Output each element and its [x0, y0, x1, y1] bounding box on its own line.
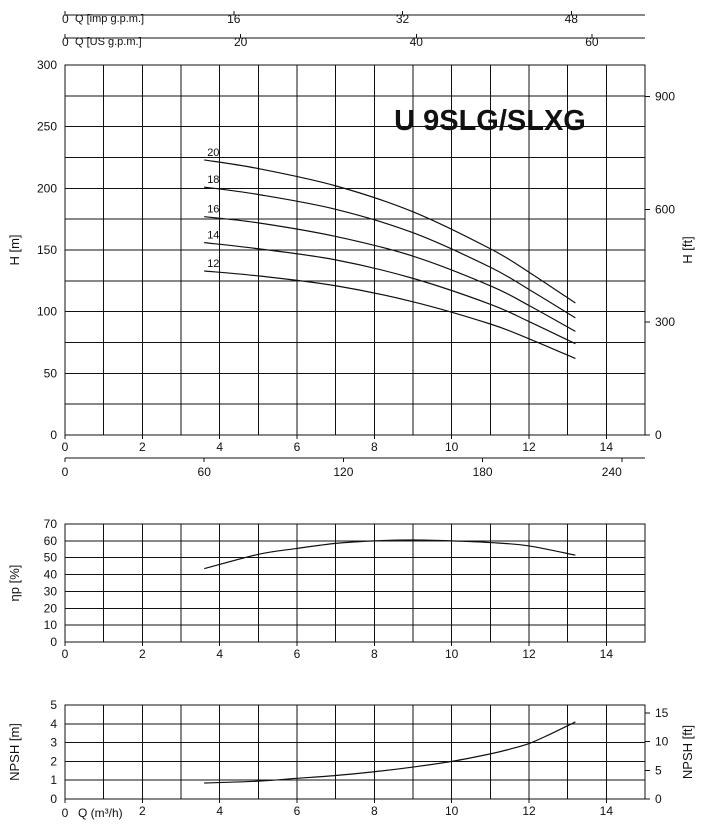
npsh-chart-x-axis-title: Q (m³/h) — [78, 806, 123, 820]
npsh-chart-y-tick-label: 3 — [50, 736, 57, 750]
efficiency-chart-y-tick-label: 40 — [44, 568, 58, 582]
npsh-chart-y2-tick-label: 0 — [655, 792, 662, 806]
npsh-chart-y-tick-label: 2 — [50, 754, 57, 768]
head-chart-x-tick-label: 0 — [62, 440, 69, 454]
efficiency-chart-series-curve-0 — [204, 539, 576, 570]
head-chart-series-curve-16 — [204, 216, 576, 332]
efficiency-chart-x-tick-label: 14 — [600, 647, 614, 661]
head-chart-y-tick-label: 200 — [37, 181, 57, 195]
efficiency-chart-y-tick-label: 20 — [44, 601, 58, 615]
npsh-chart-x-tick-label: 10 — [445, 804, 459, 818]
us-gpm-tick-label: 40 — [410, 35, 424, 49]
efficiency-chart-x-tick-label: 10 — [445, 647, 459, 661]
head-chart-y-tick-label: 300 — [37, 58, 57, 72]
us-gpm-tick-label-zero: 0 — [62, 35, 69, 49]
efficiency-chart-y-tick-label: 0 — [50, 635, 57, 649]
efficiency-chart-x-tick-label: 2 — [139, 647, 146, 661]
head-chart-x-tick-label: 8 — [371, 440, 378, 454]
head-chart-x-tick-label: 14 — [600, 440, 614, 454]
head-chart-series-curve-12 — [204, 270, 576, 360]
npsh-chart-x-tick-label: 8 — [371, 804, 378, 818]
us-gpm-axis-title: Q [US g.p.m.] — [75, 36, 142, 48]
npsh-chart-y2-tick-label: 10 — [655, 735, 669, 749]
npsh-chart-x-tick-label: 12 — [522, 804, 536, 818]
imp-gpm-tick-label-zero: 0 — [62, 12, 69, 26]
head-chart-y-axis-title: H [m] — [7, 234, 22, 265]
npsh-chart-y-axis-title: NPSH [m] — [7, 723, 22, 781]
head-chart-series-label-18: 18 — [207, 174, 219, 186]
npsh-chart-x-tick-label: 14 — [600, 804, 614, 818]
npsh-chart-x-tick-label: 4 — [216, 804, 223, 818]
head-chart-y2-tick-label: 900 — [655, 90, 675, 104]
lmin-tick-label: 120 — [333, 465, 353, 479]
head-chart-y-tick-label: 150 — [37, 243, 57, 257]
efficiency-chart-y-tick-label: 50 — [44, 551, 58, 565]
head-chart-y2-tick-label: 300 — [655, 315, 675, 329]
npsh-chart-x-tick-label: 2 — [139, 804, 146, 818]
head-chart-series-label-20: 20 — [207, 147, 219, 159]
efficiency-chart-y-tick-label: 30 — [44, 584, 58, 598]
head-chart-series-label-14: 14 — [207, 230, 219, 242]
efficiency-chart-x-tick-label: 4 — [216, 647, 223, 661]
head-chart-x-tick-label: 10 — [445, 440, 459, 454]
npsh-chart-series-curve-0 — [204, 721, 576, 784]
head-chart-frame — [64, 64, 646, 436]
efficiency-chart-y-tick-label: 60 — [44, 534, 58, 548]
lmin-tick-label: 180 — [473, 465, 493, 479]
head-chart-x-tick-label: 4 — [216, 440, 223, 454]
npsh-chart-y2-tick-label: 15 — [655, 706, 669, 720]
head-chart-series-label-16: 16 — [207, 204, 219, 216]
npsh-chart-x-tick-label: 0 — [62, 806, 69, 820]
head-chart-y-tick-label: 50 — [44, 366, 58, 380]
head-chart-y-tick-label: 0 — [50, 428, 57, 442]
efficiency-chart-x-tick-label: 6 — [294, 647, 301, 661]
npsh-chart-y-tick-label: 5 — [50, 698, 57, 712]
head-chart-x-tick-label: 2 — [139, 440, 146, 454]
head-chart-series-curve-18 — [204, 186, 576, 319]
lmin-tick-label: 240 — [602, 465, 622, 479]
npsh-chart-y-tick-label: 1 — [50, 773, 57, 787]
head-chart-y-tick-label: 100 — [37, 305, 57, 319]
lmin-tick-label: 60 — [198, 465, 212, 479]
npsh-chart-frame — [64, 704, 646, 800]
npsh-chart-y2-tick-label: 5 — [655, 763, 662, 777]
npsh-chart-y-tick-label: 4 — [50, 717, 57, 731]
npsh-chart-x-tick-label: 6 — [294, 804, 301, 818]
npsh-chart-y2-axis-title: NPSH [ft] — [680, 725, 695, 779]
npsh-chart-y-tick-label: 0 — [50, 792, 57, 806]
head-chart-y2-axis-title: H [ft] — [680, 236, 695, 263]
head-chart-series-curve-14 — [204, 242, 576, 345]
us-gpm-tick-label: 60 — [585, 35, 599, 49]
efficiency-chart-y-tick-label: 70 — [44, 517, 58, 531]
head-chart-title: U 9SLG/SLXG — [394, 105, 586, 137]
head-chart-series-curve-20 — [204, 159, 576, 304]
imp-gpm-tick-label: 16 — [227, 12, 241, 26]
efficiency-chart-y-axis-title: ηp [%] — [7, 565, 22, 602]
head-chart-x-tick-label: 12 — [522, 440, 536, 454]
efficiency-chart-y-tick-label: 10 — [44, 618, 58, 632]
head-chart-series-label-12: 12 — [207, 258, 219, 270]
efficiency-chart-frame — [64, 523, 646, 643]
efficiency-chart-x-tick-label: 0 — [62, 647, 69, 661]
lmin-tick-label: 0 — [62, 465, 69, 479]
head-chart-y2-tick-label: 0 — [655, 428, 662, 442]
imp-gpm-tick-label: 48 — [565, 12, 579, 26]
head-chart-x-tick-label: 6 — [294, 440, 301, 454]
efficiency-chart-x-tick-label: 8 — [371, 647, 378, 661]
us-gpm-tick-label: 20 — [234, 35, 248, 49]
efficiency-chart-x-tick-label: 12 — [522, 647, 536, 661]
head-chart-y2-tick-label: 600 — [655, 202, 675, 216]
imp-gpm-axis-title: Q [imp g.p.m.] — [75, 13, 144, 25]
imp-gpm-tick-label: 32 — [396, 12, 410, 26]
head-chart-y-tick-label: 250 — [37, 120, 57, 134]
